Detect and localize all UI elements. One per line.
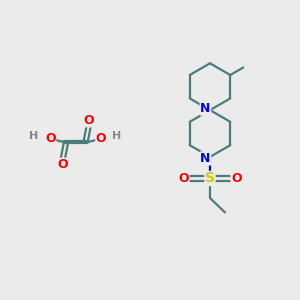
Text: O: O [231,172,242,185]
Text: O: O [96,132,106,146]
Text: O: O [178,172,189,185]
Text: H: H [112,131,121,141]
Text: H: H [29,131,38,141]
Text: S: S [205,172,215,185]
Text: N: N [200,102,211,115]
Text: O: O [57,158,68,171]
Text: O: O [84,114,94,127]
Text: N: N [200,152,211,165]
Text: O: O [45,132,56,146]
